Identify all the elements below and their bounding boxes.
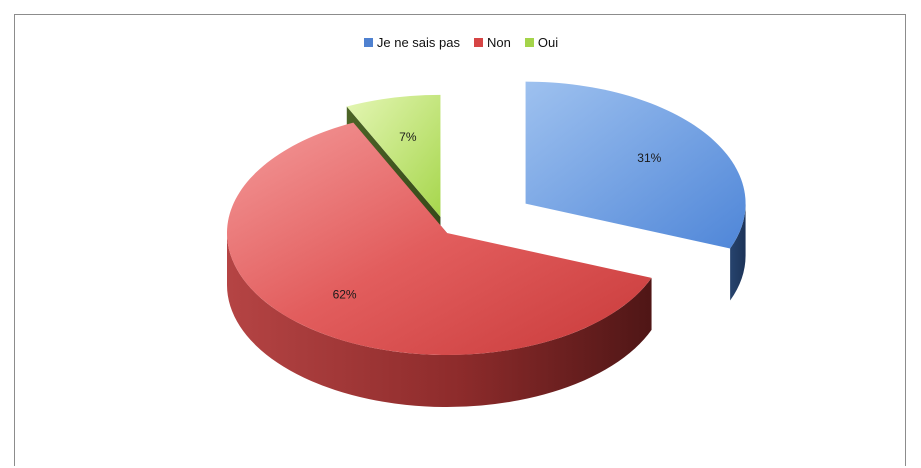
pie-wall-je-ne-sais-pas	[730, 203, 746, 301]
legend-item-non: Non	[474, 35, 511, 50]
legend-item-je-ne-sais-pas: Je ne sais pas	[363, 35, 460, 50]
pie-top-je-ne-sais-pas	[525, 81, 746, 249]
data-label-je-ne-sais-pas: 31%	[637, 151, 661, 165]
legend-label-non: Non	[487, 35, 511, 50]
legend-label-oui: Oui	[537, 35, 559, 50]
data-label-non: 62%	[333, 287, 357, 301]
legend-item-oui: Oui	[524, 35, 559, 50]
legend-swatch-oui	[524, 38, 534, 47]
pie-wall-non	[227, 233, 652, 407]
legend-swatch-non	[474, 38, 483, 47]
chart-frame: Je ne sais pas Non Oui	[14, 14, 906, 466]
pie-top-oui	[346, 94, 441, 217]
pie-top-non	[226, 122, 652, 356]
legend-swatch-je-ne-sais-pas	[363, 38, 373, 47]
data-label-oui: 7%	[399, 130, 417, 144]
legend-label-je-ne-sais-pas: Je ne sais pas	[376, 35, 460, 50]
pie-chart: 7% 31% 62%	[226, 81, 746, 407]
pie-slice-non: 62%	[226, 122, 652, 407]
pie-slice-je-ne-sais-pas: 31%	[525, 81, 746, 301]
legend: Je ne sais pas Non Oui	[15, 35, 907, 50]
